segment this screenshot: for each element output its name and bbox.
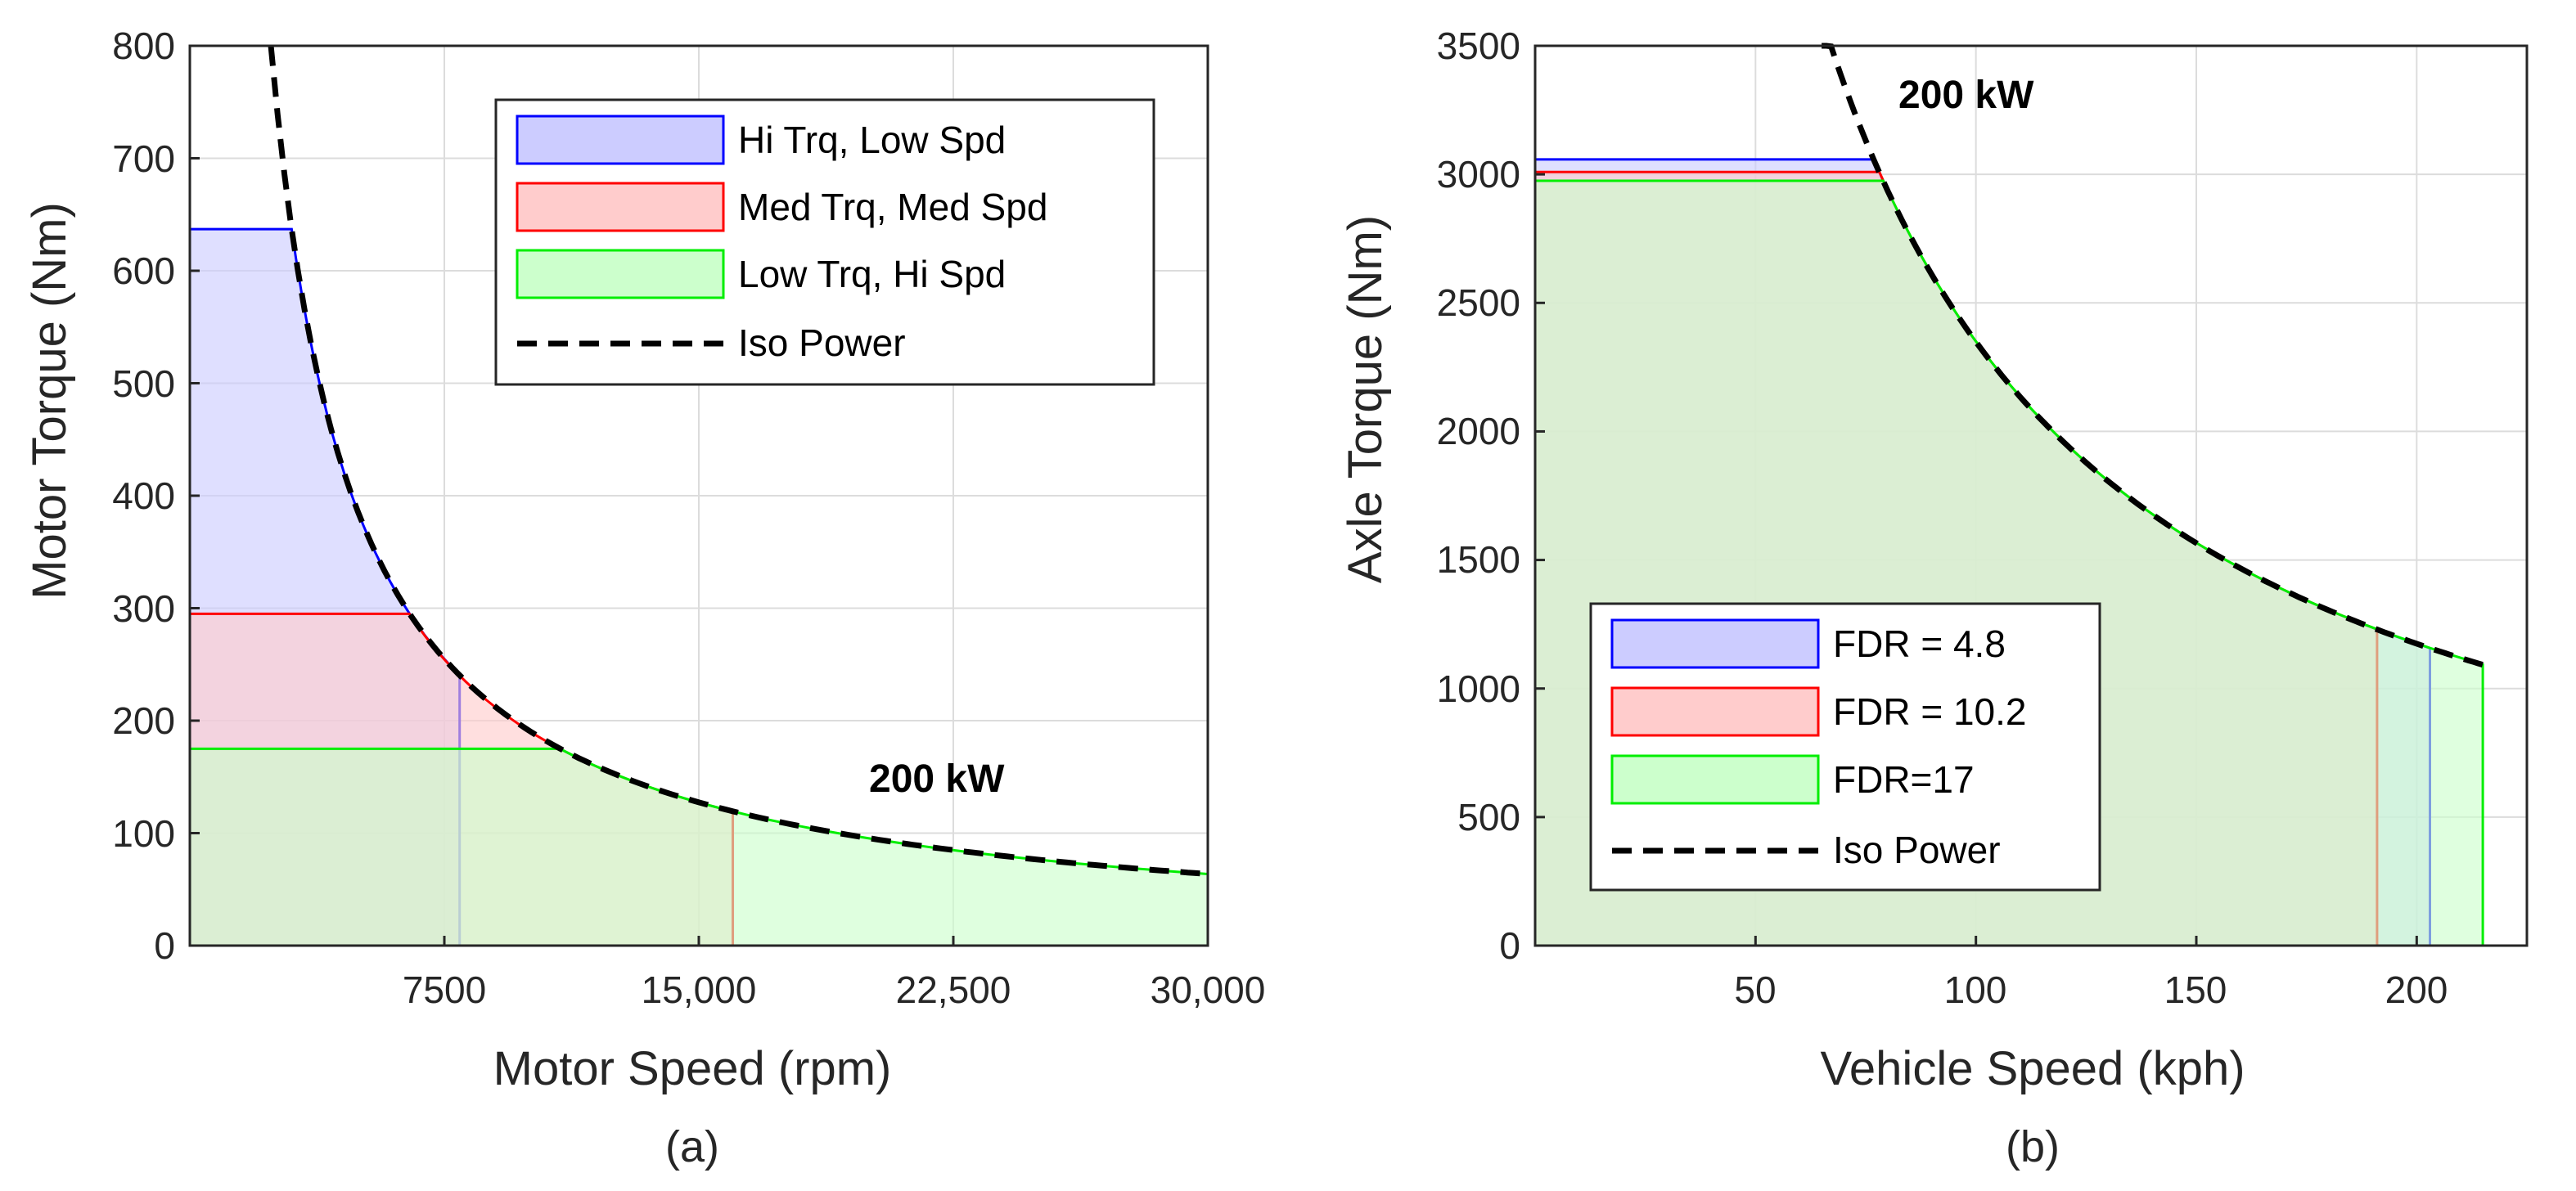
a-xtick-label-2: 15,000	[642, 969, 757, 1011]
legend-label-low-trq-hi-spd: Low Trq, Hi Spd	[738, 253, 1006, 295]
legend-swatch-low-trq-hi-spd	[516, 249, 725, 299]
b-ytick-label-7: 3500	[1437, 25, 1520, 67]
panel-a-motor-torque-chart: 7500 15,000 22,500 30,000 0 100 200 300 …	[23, 25, 1265, 1171]
legend-label-iso-power-b: Iso Power	[1833, 829, 2001, 871]
b-ytick-label-5: 2500	[1437, 281, 1520, 324]
panel-a-caption: (a)	[665, 1122, 719, 1171]
panel-b-axle-torque-chart: 50 100 150 200 0 500 1000 1500 2000 2500…	[1339, 25, 2529, 1171]
panel-b-ticks	[1535, 44, 2418, 947]
a-ytick-label-4: 400	[112, 474, 175, 517]
panel-a-y-axis-label: Motor Torque (Nm)	[23, 202, 76, 600]
b-xtick-label-4: 200	[2385, 969, 2448, 1011]
panel-a-x-tick-labels: 7500 15,000 22,500 30,000	[403, 969, 1266, 1011]
legend-swatch-fdr-4-8	[1610, 618, 1820, 669]
b-ytick-label-3: 1500	[1437, 538, 1520, 581]
a-ytick-label-7: 700	[112, 137, 175, 180]
panel-b-axes-box	[1533, 44, 2529, 947]
iso-power-curve	[1822, 43, 2484, 668]
panel-a-x-axis-label: Motor Speed (rpm)	[493, 1042, 892, 1095]
panel-a-ticks	[190, 44, 1209, 947]
panel-a-areas	[188, 227, 1209, 947]
a-ytick-label-1: 100	[112, 812, 175, 855]
a-xtick-label-3: 22,500	[896, 969, 1011, 1011]
panel-b-lines	[1822, 43, 2484, 668]
b-ytick-label-2: 1000	[1437, 667, 1520, 710]
legend-label-fdr-4-8: FDR = 4.8	[1833, 622, 2006, 665]
b-xtick-label-1: 50	[1734, 969, 1776, 1011]
legend-label-iso-power: Iso Power	[738, 321, 906, 364]
panel-a-legend: Hi Trq, Low Spd Med Trq, Med Spd Low Trq…	[494, 98, 1155, 386]
a-xtick-label-1: 7500	[403, 969, 486, 1011]
a-ytick-label-2: 200	[112, 699, 175, 742]
legend-swatch-fdr-17	[1610, 754, 1820, 805]
legend-swatch-fdr-10-2	[1610, 686, 1820, 737]
b-xtick-label-2: 100	[1944, 969, 2007, 1011]
legend-swatch-hi-trq-low-spd	[516, 115, 725, 165]
a-ytick-label-5: 500	[112, 362, 175, 405]
b-xtick-label-3: 150	[2164, 969, 2227, 1011]
legend-label-fdr-10-2: FDR = 10.2	[1833, 690, 2027, 733]
b-ytick-label-6: 3000	[1437, 153, 1520, 196]
a-xtick-label-4: 30,000	[1151, 969, 1266, 1011]
a-ytick-label-8: 800	[112, 25, 175, 67]
panel-a-power-annotation: 200 kW	[869, 757, 1005, 801]
panel-b-x-tick-labels: 50 100 150 200	[1734, 969, 2448, 1011]
panel-b-y-axis-label: Axle Torque (Nm)	[1339, 215, 1392, 583]
panel-b-y-tick-labels: 0 500 1000 1500 2000 2500 3000 3500	[1437, 25, 1520, 967]
legend-swatch-med-trq-med-spd	[516, 182, 725, 232]
panel-b-caption: (b)	[2006, 1122, 2060, 1171]
b-ytick-label-1: 500	[1457, 796, 1520, 838]
b-ytick-label-0: 0	[1499, 924, 1520, 967]
legend-label-med-trq-med-spd: Med Trq, Med Spd	[738, 186, 1047, 228]
panel-b-power-annotation: 200 kW	[1898, 74, 2034, 117]
a-ytick-label-6: 600	[112, 249, 175, 292]
a-ytick-label-0: 0	[154, 924, 175, 967]
a-ytick-label-3: 300	[112, 587, 175, 630]
legend-label-hi-trq-low-spd: Hi Trq, Low Spd	[738, 119, 1006, 161]
b-ytick-label-4: 2000	[1437, 410, 1520, 452]
legend-label-fdr-17: FDR=17	[1833, 758, 1975, 801]
panel-b-x-axis-label: Vehicle Speed (kph)	[1820, 1042, 2245, 1095]
panel-b-legend: FDR = 4.8 FDR = 10.2 FDR=17 Iso Power	[1589, 602, 2101, 892]
panel-a-y-tick-labels: 0 100 200 300 400 500 600 700 800	[112, 25, 175, 967]
